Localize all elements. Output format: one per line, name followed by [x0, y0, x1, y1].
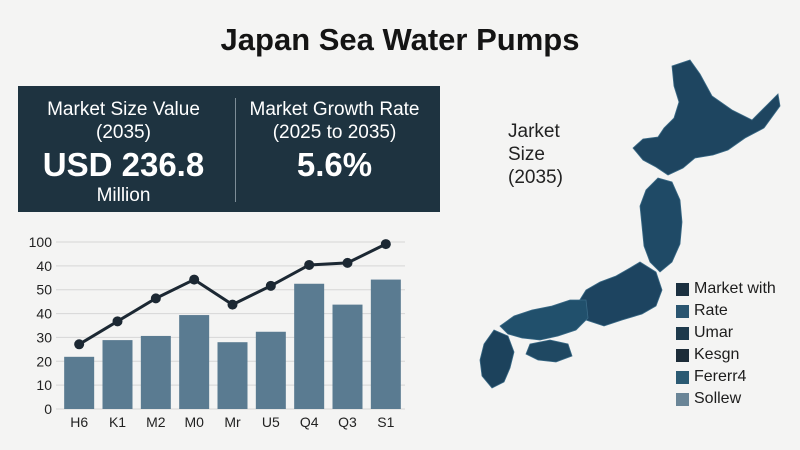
kpi-market-size: Market Size Value (2035) USD 236.8 Milli…	[18, 86, 229, 212]
legend-label: Rate	[694, 302, 728, 319]
legend-item: Market with	[676, 278, 776, 300]
map-region-tohoku	[639, 177, 683, 273]
line-point	[304, 259, 315, 270]
kpi-size-value: USD 236.8	[42, 146, 205, 183]
kpi-growth-period: (2025 to 2035)	[272, 122, 397, 143]
x-tick-label: U5	[262, 414, 280, 430]
line-point	[227, 299, 238, 310]
line-point	[112, 316, 123, 327]
line-point	[189, 274, 200, 285]
line-point	[150, 293, 161, 304]
legend-swatch	[676, 326, 689, 340]
y-tick-label: 20	[36, 353, 52, 369]
legend-label: Kesgn	[694, 346, 740, 363]
legend-swatch	[676, 282, 689, 296]
legend-item: Kesgn	[676, 344, 776, 366]
y-tick-label: 30	[36, 329, 52, 345]
line-point	[342, 257, 353, 268]
legend-swatch	[676, 348, 689, 362]
bar	[179, 315, 210, 409]
bar	[255, 331, 286, 409]
x-tick-label: K1	[109, 414, 126, 430]
legend-label: Fererr4	[694, 368, 747, 385]
legend-item: Umar	[676, 322, 776, 344]
legend-swatch	[676, 370, 689, 384]
kpi-size-year: (2035)	[96, 122, 151, 143]
legend-swatch	[676, 392, 689, 406]
legend-label: Umar	[694, 324, 734, 341]
legend-item: Rate	[676, 300, 776, 322]
bar	[370, 279, 401, 409]
legend-swatch	[676, 304, 689, 318]
map-label-line1: Jarket	[508, 121, 560, 142]
y-tick-label: 40	[36, 306, 52, 322]
bar	[140, 335, 171, 409]
kpi-divider	[235, 98, 236, 202]
line-point	[265, 280, 276, 291]
japan-map	[479, 59, 781, 389]
y-tick-label: 10	[36, 377, 52, 393]
map-region-kansai-chugoku	[499, 299, 589, 341]
bar	[102, 340, 133, 409]
legend-label: Sollew	[694, 390, 742, 407]
bar	[64, 356, 95, 409]
legend-label: Market with	[694, 280, 776, 297]
legend-item: Sollew	[676, 388, 776, 410]
map-label: Jarket Size (2035)	[508, 120, 563, 189]
map-region-hokkaido	[632, 59, 781, 176]
map-legend: Market with Rate Umar Kesgn Fererr4 Sollew	[676, 278, 776, 410]
x-tick-label: Q4	[300, 414, 319, 430]
y-tick-label: 100	[29, 234, 53, 250]
bar-line-chart: 0 10 20 30 40 50 40 100 H6 K1 M2 M0 Mr U5 Q4 Q3 S1	[29, 234, 405, 430]
x-tick-label: M2	[146, 414, 166, 430]
x-tick-label: Mr	[224, 414, 241, 430]
x-tick-label: S1	[377, 414, 394, 430]
x-tick-label: H6	[70, 414, 88, 430]
x-tick-label: M0	[184, 414, 204, 430]
x-tick-label: Q3	[338, 414, 357, 430]
kpi-size-unit: Million	[96, 185, 151, 206]
bar	[294, 283, 325, 409]
y-tick-label: 50	[36, 282, 52, 298]
y-tick-label: 40	[36, 258, 52, 274]
kpi-growth-value: 5.6%	[296, 146, 373, 183]
kpi-growth-rate: Market Growth Rate (2025 to 2035) 5.6%	[229, 86, 440, 212]
map-region-shikoku	[525, 339, 573, 363]
bar	[332, 304, 363, 409]
map-label-line3: (2035)	[508, 167, 563, 188]
kpi-growth-label: Market Growth Rate	[249, 99, 420, 120]
map-region-kanto-chubu	[575, 261, 663, 327]
kpi-size-label: Market Size Value	[47, 99, 200, 120]
bar	[217, 342, 248, 409]
line-point	[380, 239, 391, 250]
map-region-kyushu	[479, 329, 515, 389]
y-tick-label: 0	[44, 401, 52, 417]
legend-item: Fererr4	[676, 366, 776, 388]
kpi-panel: Market Size Value (2035) USD 236.8 Milli…	[18, 86, 440, 212]
map-label-line2: Size	[508, 144, 545, 165]
page-title: Japan Sea Water Pumps	[220, 22, 580, 57]
line-point	[74, 339, 85, 350]
